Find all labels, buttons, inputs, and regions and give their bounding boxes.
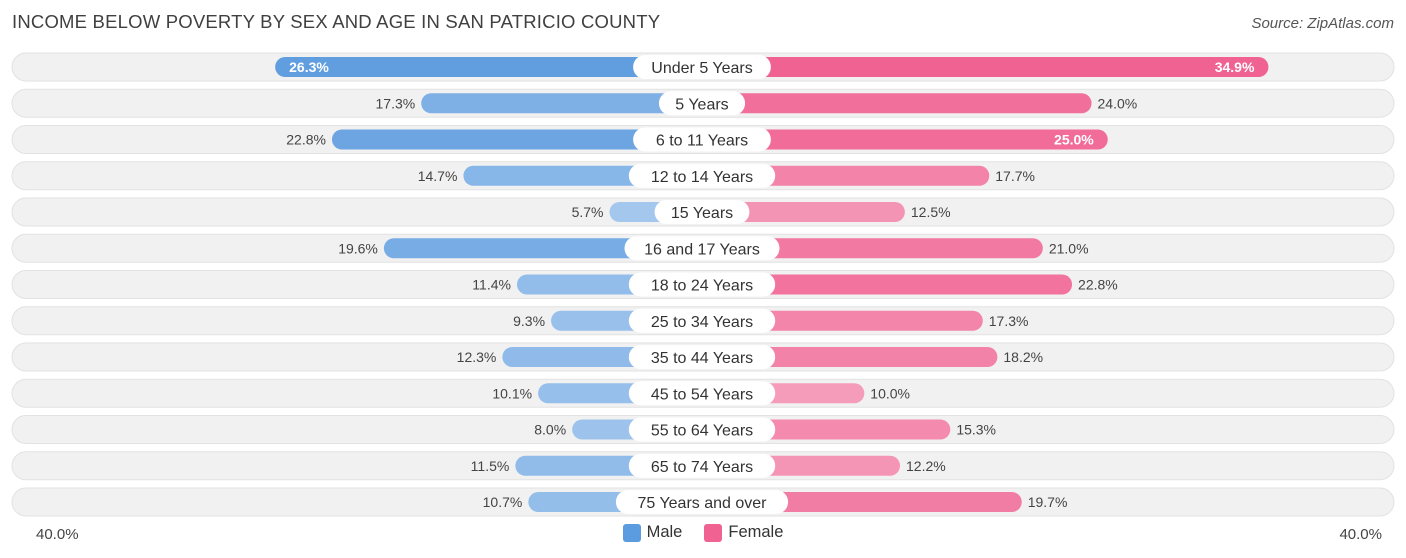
legend-label-female: Female — [728, 523, 784, 541]
category-label: 12 to 14 Years — [651, 169, 753, 186]
category-pill — [628, 381, 776, 406]
value-label-female: 24.0% — [1098, 95, 1138, 111]
value-label-male: 10.7% — [483, 494, 523, 510]
value-label-female: 12.5% — [911, 204, 951, 220]
bar-female — [702, 57, 1269, 77]
value-label-female: 15.3% — [956, 422, 996, 438]
category-pill — [658, 91, 746, 116]
bar-male — [421, 93, 702, 114]
axis-right-label: 40.0% — [1339, 526, 1382, 543]
category-label: 18 to 24 Years — [651, 278, 753, 295]
category-pill — [628, 163, 776, 188]
value-label-male: 10.1% — [492, 385, 532, 401]
category-pill — [624, 236, 780, 261]
value-label-male: 11.5% — [471, 458, 510, 474]
legend-item-female[interactable]: Female — [704, 523, 783, 542]
axis-left-label: 40.0% — [36, 526, 79, 543]
value-label-female: 10.0% — [870, 385, 910, 401]
category-label: 75 Years and over — [638, 495, 768, 512]
category-pill — [654, 200, 750, 224]
value-label-female: 19.7% — [1028, 494, 1068, 510]
category-label: 5 Years — [675, 96, 728, 113]
chart-title: INCOME BELOW POVERTY BY SEX AND AGE IN S… — [12, 11, 661, 32]
bar-male — [331, 129, 702, 150]
value-label-female: 25.0% — [1054, 132, 1094, 148]
value-label-female: 17.7% — [995, 168, 1035, 184]
value-label-male: 8.0% — [534, 422, 566, 438]
chart-plot: 26.3% 34.9% Under 5 Years 17.3% 24.0% 5 Years… — [11, 52, 1395, 517]
category-label: 25 to 34 Years — [651, 314, 753, 331]
value-label-male: 17.3% — [376, 95, 416, 111]
legend-label-male: Male — [646, 523, 683, 541]
value-label-male: 5.7% — [572, 204, 604, 220]
bar-male — [383, 238, 702, 259]
value-label-female: 17.3% — [989, 313, 1029, 329]
bar-male — [275, 57, 702, 77]
category-pill — [633, 127, 771, 152]
category-label: 6 to 11 Years — [656, 133, 748, 150]
legend-swatch-female — [704, 523, 723, 542]
value-label-male: 11.4% — [472, 277, 511, 293]
legend-swatch-male — [622, 523, 641, 542]
category-pill — [628, 308, 776, 333]
bar-female — [702, 129, 1108, 150]
value-label-male: 26.3% — [289, 59, 329, 75]
category-label: 35 to 44 Years — [651, 350, 753, 367]
category-label: 55 to 64 Years — [651, 423, 753, 440]
value-label-male: 19.6% — [338, 240, 378, 256]
category-pill — [633, 55, 771, 79]
category-label: 45 to 54 Years — [651, 386, 753, 403]
category-pill — [628, 272, 776, 297]
value-label-male: 12.3% — [457, 349, 497, 365]
category-pill — [615, 490, 789, 514]
category-pill — [628, 345, 776, 369]
category-label: 65 to 74 Years — [651, 459, 753, 476]
legend: Male Female — [0, 523, 1406, 542]
source-attribution: Source: ZipAtlas.com — [1251, 15, 1394, 32]
category-label: 15 Years — [671, 205, 733, 222]
category-label: 16 and 17 Years — [644, 241, 760, 258]
value-label-female: 21.0% — [1049, 240, 1089, 256]
bar-female — [702, 238, 1043, 259]
bar-female — [702, 274, 1073, 295]
category-pill — [628, 417, 776, 442]
category-label: Under 5 Years — [651, 60, 752, 77]
bar-female — [702, 202, 905, 222]
value-label-male: 22.8% — [286, 132, 326, 148]
value-label-male: 9.3% — [513, 313, 545, 329]
bar-female — [702, 347, 998, 367]
bar-female — [702, 93, 1092, 114]
value-label-female: 22.8% — [1078, 277, 1118, 293]
legend-item-male[interactable]: Male — [622, 523, 683, 542]
value-label-female: 18.2% — [1003, 349, 1043, 365]
value-label-female: 34.9% — [1215, 59, 1255, 75]
category-pill — [628, 453, 776, 478]
value-label-female: 12.2% — [906, 458, 946, 474]
value-label-male: 14.7% — [418, 168, 458, 184]
